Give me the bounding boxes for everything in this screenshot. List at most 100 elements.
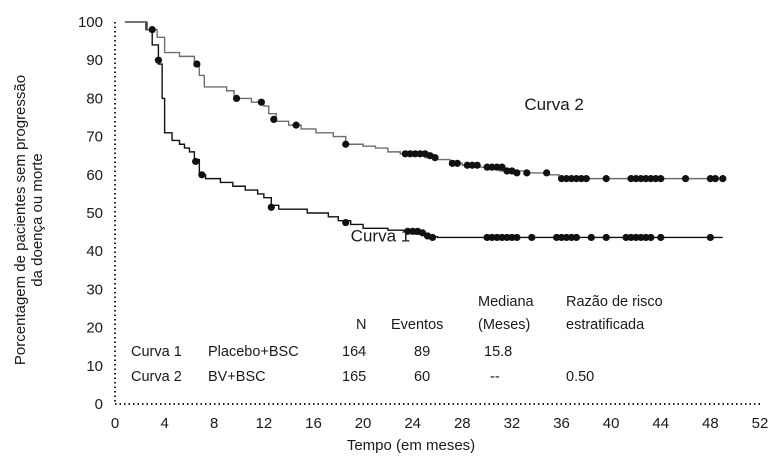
y-axis-label-line-2: da doença ou morte	[29, 153, 46, 286]
y-tick-label: 20	[86, 320, 103, 337]
censor-point	[657, 175, 665, 183]
censor-point	[342, 218, 350, 227]
censor-point	[637, 233, 645, 242]
y-tick-label: 50	[86, 205, 103, 222]
censor-point	[602, 233, 610, 242]
x-tick-label: 44	[652, 415, 669, 432]
censor-point	[719, 175, 727, 183]
censor-point	[148, 26, 156, 34]
censor-point	[193, 60, 201, 68]
censor-point	[528, 233, 536, 242]
y-tick-label: 90	[86, 52, 103, 69]
censor-point	[493, 163, 501, 171]
censor-point	[448, 159, 456, 167]
censor-point	[572, 233, 581, 242]
axes	[114, 22, 760, 405]
censor-point	[468, 161, 476, 169]
y-tick-label: 100	[78, 14, 103, 31]
censor-point	[567, 175, 576, 183]
censor-point	[154, 56, 163, 64]
censor-point	[401, 150, 409, 158]
table-header-hr-line1: Razão de risco	[566, 294, 663, 310]
censor-point	[602, 175, 610, 183]
censor-point	[523, 169, 531, 177]
censor-point	[498, 233, 506, 242]
censor-point	[706, 233, 714, 242]
censor-point	[342, 140, 350, 148]
x-tick-label: 8	[210, 415, 218, 432]
y-tick-label: 80	[86, 90, 103, 107]
censor-point	[647, 175, 655, 183]
y-axis-label-line-1: Porcentagem de pacientes sem progressão	[12, 75, 29, 365]
censor-point	[409, 227, 417, 235]
censor-point	[198, 171, 206, 179]
censor-point	[652, 175, 660, 183]
censor-point	[642, 175, 650, 183]
x-tick-label: 20	[355, 415, 372, 432]
censor-point	[632, 233, 640, 242]
censor-point	[647, 233, 655, 242]
y-axis-label: Porcentagem de pacientes sem progressão …	[12, 75, 46, 365]
row2-events: 60	[414, 369, 430, 385]
censor-point	[587, 233, 595, 242]
x-tick-label: 0	[111, 415, 119, 432]
censor-point	[562, 175, 571, 183]
censor-point	[632, 175, 640, 183]
censor-point	[637, 175, 645, 183]
censor-point	[627, 175, 635, 183]
x-tick-label: 32	[504, 415, 521, 432]
censor-point	[681, 175, 690, 183]
censor-point	[543, 169, 551, 177]
censor-point	[557, 233, 566, 242]
curve-2-annotation: Curva 2	[524, 95, 584, 114]
x-tick-label: 40	[603, 415, 620, 432]
censor-point	[513, 169, 521, 177]
row2-arm: BV+BSC	[208, 369, 266, 385]
censor-point	[473, 161, 481, 169]
censor-point	[513, 233, 521, 242]
x-tick-label: 12	[256, 415, 273, 432]
y-tick-label: 0	[95, 396, 103, 413]
row1-median: 15.8	[484, 344, 512, 360]
y-tick-label: 30	[86, 281, 103, 298]
censor-point	[657, 233, 665, 242]
table-header-hr-line2: estratificada	[566, 317, 645, 333]
x-tick-label: 28	[454, 415, 471, 432]
censor-point	[431, 154, 439, 162]
censor-point	[463, 161, 471, 169]
row2-hr: 0.50	[566, 369, 594, 385]
censor-marks	[148, 26, 727, 242]
censor-point	[498, 163, 506, 171]
censor-point	[642, 233, 650, 242]
table-header-median-line1: Mediana	[478, 294, 535, 310]
censor-point	[627, 233, 635, 242]
censor-point	[192, 157, 200, 166]
censor-point	[232, 94, 241, 102]
table-header-median-line2: (Meses)	[478, 317, 530, 333]
y-tick-label: 40	[86, 243, 103, 260]
x-tick-labels: 0 4 8 12 16 20 24 28 32 36 40 44 48 52	[111, 415, 769, 432]
censor-point	[257, 98, 265, 106]
row2-n: 165	[342, 369, 366, 385]
table-header-n: N	[356, 317, 366, 333]
x-tick-label: 16	[305, 415, 322, 432]
censor-point	[552, 233, 561, 242]
table-header-events: Eventos	[391, 317, 443, 333]
censor-point	[488, 163, 496, 171]
curve-1-annotation: Curva 1	[351, 227, 411, 246]
censor-point	[270, 115, 278, 124]
censor-point	[267, 203, 275, 211]
x-tick-label: 36	[553, 415, 570, 432]
x-axis-label: Tempo (em meses)	[347, 437, 475, 454]
censor-point	[406, 150, 414, 158]
censor-point	[562, 233, 571, 242]
censor-point	[483, 233, 491, 242]
row2-curve: Curva 2	[131, 369, 182, 385]
censor-point	[404, 227, 412, 235]
censor-point	[508, 233, 516, 242]
censor-point	[706, 175, 714, 183]
censor-point	[577, 175, 585, 183]
censor-point	[572, 175, 581, 183]
censor-point	[503, 233, 511, 242]
series-line-1	[124, 21, 723, 239]
